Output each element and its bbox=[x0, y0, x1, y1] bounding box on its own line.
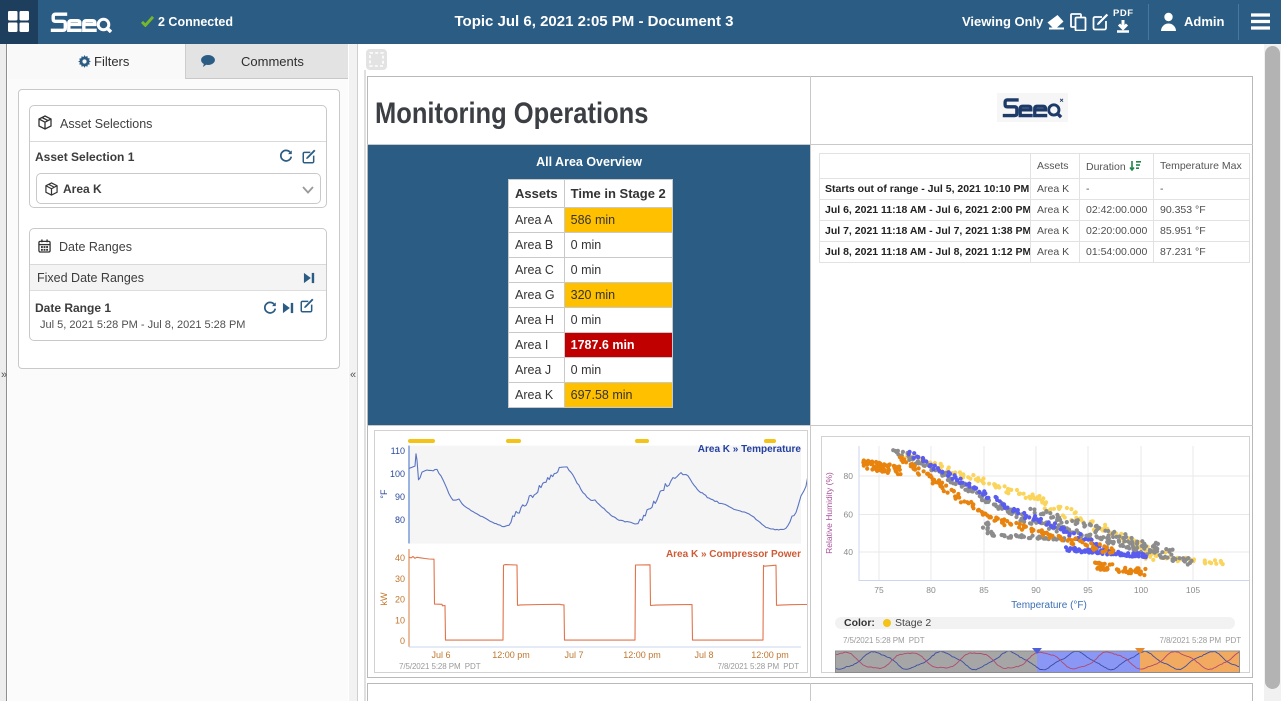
svg-text:100: 100 bbox=[1134, 585, 1148, 595]
svg-text:100: 100 bbox=[390, 469, 405, 479]
svg-text:Area K » Compressor Power: Area K » Compressor Power bbox=[666, 549, 801, 560]
svg-text:90: 90 bbox=[1031, 585, 1041, 595]
svg-text:80: 80 bbox=[926, 585, 936, 595]
svg-text:90: 90 bbox=[395, 492, 405, 502]
svg-text:12:00 pm: 12:00 pm bbox=[623, 650, 661, 660]
svg-text:80: 80 bbox=[844, 471, 854, 481]
svg-text:Relative Humidity (%): Relative Humidity (%) bbox=[824, 472, 834, 554]
svg-text:Temperature (°F): Temperature (°F) bbox=[1011, 600, 1087, 611]
svg-text:kW: kW bbox=[379, 592, 389, 606]
svg-text:Jul 8: Jul 8 bbox=[694, 650, 713, 660]
svg-text:110: 110 bbox=[391, 446, 405, 456]
svg-text:12:00 pm: 12:00 pm bbox=[751, 650, 789, 660]
svg-text:12:00 pm: 12:00 pm bbox=[492, 650, 530, 660]
svg-text:Area K » Temperature: Area K » Temperature bbox=[698, 444, 802, 455]
svg-text:80: 80 bbox=[395, 515, 405, 525]
svg-text:0: 0 bbox=[400, 636, 405, 646]
svg-text:°F: °F bbox=[379, 489, 389, 499]
svg-text:Jul 6: Jul 6 bbox=[431, 650, 450, 660]
svg-text:60: 60 bbox=[844, 510, 854, 520]
svg-text:10: 10 bbox=[395, 616, 405, 626]
svg-text:75: 75 bbox=[874, 585, 884, 595]
svg-text:95: 95 bbox=[1083, 585, 1093, 595]
svg-text:40: 40 bbox=[395, 553, 405, 563]
svg-text:105: 105 bbox=[1186, 585, 1200, 595]
svg-text:30: 30 bbox=[395, 574, 405, 584]
svg-text:85: 85 bbox=[979, 585, 989, 595]
svg-text:Jul 7: Jul 7 bbox=[564, 650, 583, 660]
svg-text:20: 20 bbox=[395, 595, 405, 605]
svg-text:40: 40 bbox=[844, 547, 854, 557]
